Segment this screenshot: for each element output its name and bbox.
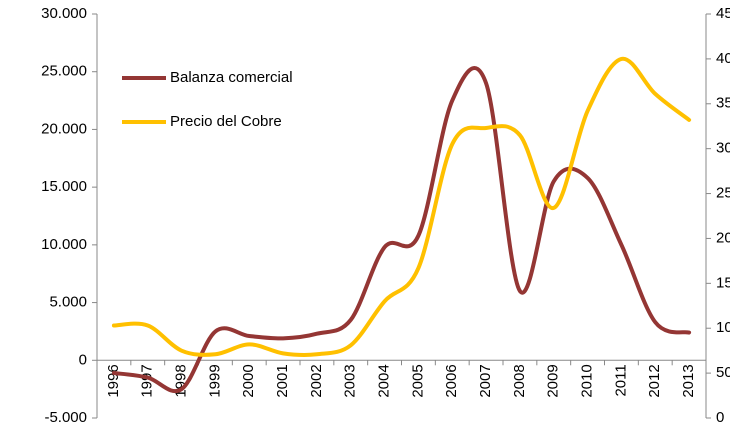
y-tick-label: 30.000	[41, 5, 87, 22]
x-tick-label: 2006	[443, 364, 460, 397]
y-tick-label: 10.000	[41, 236, 87, 253]
x-tick-label: 2012	[646, 364, 663, 397]
legend-label: Precio del Cobre	[170, 113, 282, 130]
x-tick-label: 2004	[376, 364, 393, 397]
x-tick-label: 1997	[139, 364, 156, 397]
y2-tick-label: 100	[716, 319, 730, 336]
x-tick-label: 2001	[274, 364, 291, 397]
x-tick-label: 2013	[680, 364, 697, 397]
y2-tick-label: 0	[716, 409, 724, 426]
x-tick-label: 2005	[409, 364, 426, 397]
x-tick-label: 2008	[511, 364, 528, 397]
y-tick-label: 25.000	[41, 63, 87, 80]
y-tick-label: -5.000	[44, 409, 87, 426]
x-tick-label: 2003	[342, 364, 359, 397]
x-tick-label: 1999	[206, 364, 223, 397]
x-tick-label: 1996	[105, 364, 122, 397]
x-tick-label: 2000	[240, 364, 257, 397]
y2-tick-label: 400	[716, 50, 730, 67]
y-tick-label: 15.000	[41, 178, 87, 195]
y2-tick-label: 50	[716, 364, 730, 381]
x-tick-label: 2002	[308, 364, 325, 397]
series-line	[111, 56, 692, 357]
legend-label: Balanza comercial	[170, 69, 293, 86]
y2-tick-label: 350	[716, 95, 730, 112]
y2-tick-label: 450	[716, 5, 730, 22]
y2-tick-label: 150	[716, 274, 730, 291]
y2-tick-label: 250	[716, 185, 730, 202]
y2-tick-label: 300	[716, 140, 730, 157]
y-tick-label: 20.000	[41, 120, 87, 137]
y-tick-label: 5.000	[49, 294, 87, 311]
y2-tick-label: 200	[716, 229, 730, 246]
x-tick-label: 2011	[612, 364, 629, 396]
x-tick-label: 2009	[545, 364, 562, 397]
x-tick-label: 2007	[477, 364, 494, 397]
x-tick-label: 2010	[579, 364, 596, 397]
series-line	[111, 66, 692, 393]
y-tick-label: 0	[79, 351, 87, 368]
